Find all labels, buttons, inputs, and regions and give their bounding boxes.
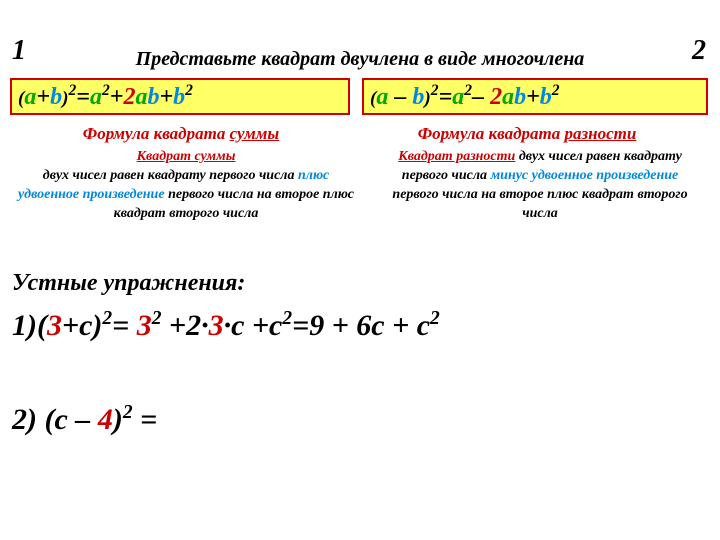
equals: = — [439, 84, 453, 110]
var-b: b — [50, 84, 62, 110]
desc-sum: Квадрат суммы двух чисел равен квадрату … — [16, 148, 356, 224]
coeff-two: 2 — [123, 84, 135, 110]
ex-number: 1) — [12, 309, 37, 342]
formula-diff-box: (a – b)2=a2– 2ab+b2 — [362, 78, 708, 115]
var-b: b — [540, 84, 552, 110]
num-three: 3 — [137, 309, 152, 342]
exponent: 2 — [430, 308, 440, 329]
plus: + — [36, 84, 50, 110]
equals: = — [112, 309, 137, 342]
plus: + — [526, 84, 540, 110]
paren-close: ) — [113, 403, 123, 436]
exponent: 2 — [282, 308, 292, 329]
exponent: 2 — [123, 402, 133, 423]
ex-text: +2· — [162, 309, 209, 342]
desc-text: первого числа на второе плюс квадрат вто… — [392, 187, 687, 221]
ex-text: +c) — [62, 309, 102, 342]
equals: = — [133, 403, 158, 436]
num-three: 3 — [209, 309, 224, 342]
exponent: 2 — [102, 82, 110, 99]
desc-blue: минус удвоенное произведение — [491, 168, 679, 183]
var-b: b — [514, 84, 526, 110]
exponent: 2 — [152, 308, 162, 329]
coeff-two: 2 — [490, 84, 502, 110]
exercise-1: 1)(3+c)2= 32 +2·3·c +c2=9 + 6c + c2 — [12, 308, 440, 343]
exponent: 2 — [102, 308, 112, 329]
title-underline: суммы — [230, 124, 280, 143]
exponent: 2 — [185, 82, 193, 99]
var-a: a — [135, 84, 147, 110]
title-text: Формула квадрата — [418, 124, 565, 143]
var-a: a — [452, 84, 464, 110]
var-a: a — [90, 84, 102, 110]
var-b: b — [412, 84, 424, 110]
num-three: 3 — [47, 309, 62, 342]
desc-heading: Квадрат суммы — [137, 149, 236, 164]
var-a: a — [502, 84, 514, 110]
minus: – — [472, 84, 490, 110]
formula-sum-title: Формула квадрата суммы — [16, 124, 346, 144]
ex-text: ·c +c — [224, 309, 283, 342]
num-four: 4 — [98, 403, 113, 436]
exponent: 2 — [464, 82, 472, 99]
var-b: b — [173, 84, 185, 110]
exercises-heading: Устные упражнения: — [12, 270, 245, 297]
desc-text: двух чисел равен квадрату первого числа — [43, 168, 298, 183]
formula-sum-box: (a+b)2=a2+2ab+b2 — [10, 78, 350, 115]
equals: = — [76, 84, 90, 110]
var-b: b — [147, 84, 159, 110]
exponent: 2 — [552, 82, 560, 99]
title-underline: разности — [565, 124, 637, 143]
paren-open: ( — [37, 309, 47, 342]
plus: + — [159, 84, 173, 110]
ex-number: 2) — [12, 403, 37, 436]
plus: + — [110, 84, 124, 110]
desc-heading: Квадрат разности — [398, 149, 515, 164]
exercise-2: 2) (c – 4)2 = — [12, 402, 157, 437]
var-a: a — [376, 84, 388, 110]
title-text: Формула квадрата — [83, 124, 230, 143]
formula-diff-title: Формула квадрата разности — [362, 124, 692, 144]
var-a: a — [24, 84, 36, 110]
page-title: Представьте квадрат двучлена в виде мног… — [0, 48, 720, 71]
minus: – — [388, 84, 412, 110]
exponent: 2 — [431, 82, 439, 99]
ex-text: (c – — [37, 403, 98, 436]
ex-result: =9 + 6c + c — [292, 309, 430, 342]
desc-diff: Квадрат разности двух чисел равен квадра… — [380, 148, 700, 224]
